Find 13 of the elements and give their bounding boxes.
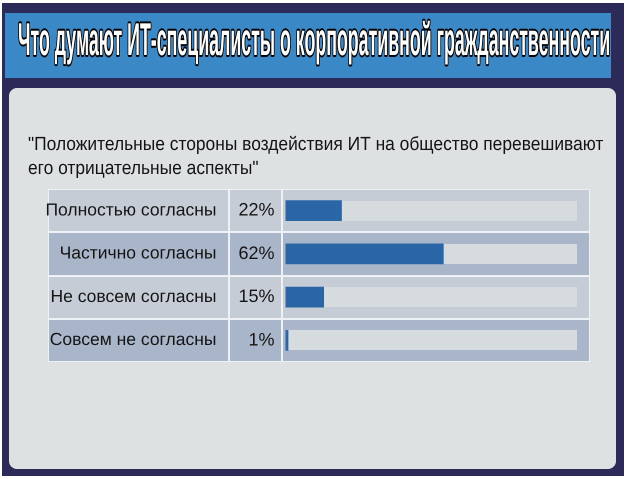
chart-title: Что думают ИТ-специалисты о корпоративной гражданственности <box>18 13 610 65</box>
y-tick-label: Не совсем согласны <box>50 286 216 306</box>
data-label: 15% <box>238 286 274 306</box>
bar <box>286 286 324 308</box>
data-label: 62% <box>238 242 274 263</box>
chart-subtitle: "Положительные стороны воздействия ИТ на общество перевешивают его отрицательные аспекты" <box>28 133 604 181</box>
y-tick-label: Совсем не согласны <box>50 329 216 350</box>
y-tick-label: Полностью согласны <box>45 199 216 220</box>
bar <box>286 200 342 221</box>
data-label: 1% <box>248 329 274 350</box>
data-label: 22% <box>238 200 274 220</box>
y-tick-label: Частично согласны <box>60 242 216 263</box>
bar <box>286 330 288 351</box>
